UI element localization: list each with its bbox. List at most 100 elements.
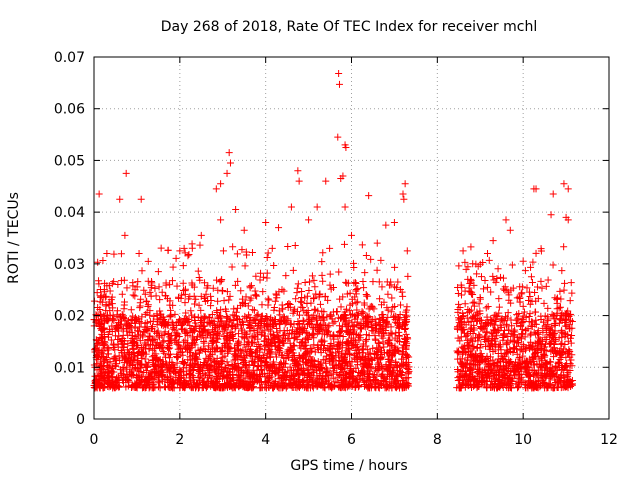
data-point <box>309 324 317 332</box>
data-point <box>509 363 517 371</box>
data-point <box>533 360 541 368</box>
data-point <box>503 286 511 294</box>
data-point <box>134 278 142 286</box>
data-point <box>568 362 576 370</box>
data-point <box>99 384 107 392</box>
data-point <box>364 346 372 354</box>
data-point <box>463 336 471 344</box>
data-point <box>220 332 228 340</box>
data-point <box>248 357 256 365</box>
data-point <box>129 291 137 299</box>
data-point <box>147 324 155 332</box>
data-point <box>233 250 241 258</box>
data-point <box>492 278 500 286</box>
data-point <box>117 347 125 355</box>
data-point <box>492 313 500 321</box>
data-point <box>354 311 362 319</box>
data-point <box>272 290 280 298</box>
data-point <box>367 364 375 372</box>
data-point <box>375 278 383 286</box>
data-point <box>243 330 251 338</box>
data-point <box>456 315 464 323</box>
data-point <box>231 324 239 332</box>
data-point <box>454 290 462 298</box>
data-point <box>129 279 137 287</box>
data-point <box>206 351 214 359</box>
data-point <box>365 350 373 358</box>
data-point <box>476 293 484 301</box>
data-point <box>112 356 120 364</box>
data-point <box>485 363 493 371</box>
data-point <box>252 291 260 299</box>
data-point <box>480 358 488 366</box>
data-point <box>141 355 149 363</box>
data-point <box>298 288 306 296</box>
data-point <box>509 328 517 336</box>
data-point <box>564 349 572 357</box>
data-point <box>232 206 240 214</box>
data-point <box>283 382 291 390</box>
data-point <box>493 362 501 370</box>
data-point <box>469 299 477 307</box>
data-point <box>201 325 209 333</box>
data-point <box>373 239 381 247</box>
data-point <box>219 357 227 365</box>
data-point <box>563 378 571 386</box>
data-point <box>496 368 504 376</box>
data-point <box>326 244 334 252</box>
data-point <box>155 379 163 387</box>
data-point <box>110 384 118 392</box>
data-point <box>175 315 183 323</box>
data-point <box>144 302 152 310</box>
data-point <box>152 364 160 372</box>
data-point <box>186 293 194 301</box>
data-point <box>472 260 480 268</box>
data-point <box>542 359 550 367</box>
data-point <box>235 383 243 391</box>
data-point <box>256 373 264 381</box>
data-point <box>466 279 474 287</box>
data-point <box>544 365 552 373</box>
data-point <box>215 312 223 320</box>
data-point <box>561 279 569 287</box>
data-point <box>376 314 384 322</box>
data-point <box>484 302 492 310</box>
data-point <box>375 318 383 326</box>
data-point <box>98 338 106 346</box>
data-point <box>234 316 242 324</box>
data-point <box>244 302 252 310</box>
data-point <box>174 375 182 383</box>
data-point <box>133 365 141 373</box>
data-point <box>162 292 170 300</box>
data-point <box>125 354 133 362</box>
data-point <box>107 336 115 344</box>
data-point <box>489 321 497 329</box>
data-point <box>547 323 555 331</box>
data-point <box>238 355 246 363</box>
data-point <box>542 282 550 290</box>
data-point <box>522 313 530 321</box>
data-point <box>553 295 561 303</box>
data-point <box>372 384 380 392</box>
data-point <box>306 353 314 361</box>
data-point <box>315 361 323 369</box>
data-point <box>157 342 165 350</box>
data-point <box>394 278 402 286</box>
data-point <box>532 320 540 328</box>
data-point <box>245 381 253 389</box>
data-point <box>494 355 502 363</box>
data-point <box>116 320 124 328</box>
data-point <box>230 344 238 352</box>
data-point <box>115 383 123 391</box>
data-point <box>254 319 262 327</box>
data-point <box>266 353 274 361</box>
data-point <box>131 353 139 361</box>
data-point <box>399 349 407 357</box>
data-point <box>324 328 332 336</box>
data-point <box>156 344 164 352</box>
data-point <box>492 316 500 324</box>
data-point <box>287 203 295 211</box>
data-point <box>379 370 387 378</box>
data-point <box>109 315 117 323</box>
data-point <box>278 301 286 309</box>
